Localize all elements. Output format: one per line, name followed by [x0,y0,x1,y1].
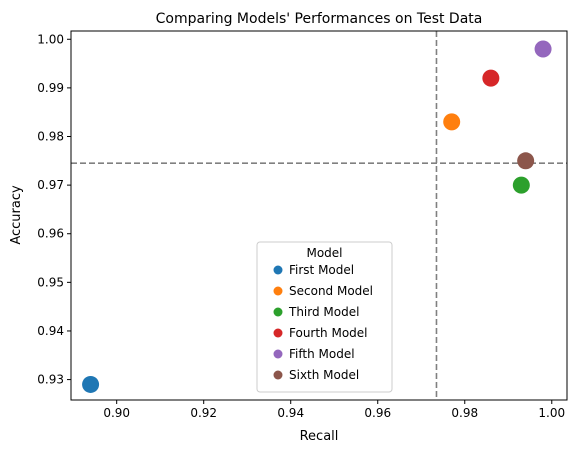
reference-lines [71,31,567,400]
data-point [443,113,461,131]
x-tick-label: 0.94 [277,406,304,420]
y-tick-label: 0.96 [37,227,64,241]
plot-frame [70,30,568,401]
legend-marker [273,265,283,275]
legend-label: Third Model [288,305,359,319]
x-tick-label: 0.98 [451,406,478,420]
data-point [82,375,100,393]
legend-label: Fourth Model [289,326,368,340]
legend-marker [273,307,283,317]
legend-box [256,241,393,393]
y-tick-label: 1.00 [37,32,64,46]
x-tick-label: 0.90 [103,406,130,420]
data-points [82,40,552,393]
legend-label: First Model [289,263,354,277]
legend-marker [273,349,283,359]
x-tick-label: 1.00 [538,406,565,420]
legend-label: Fifth Model [289,347,355,361]
legend-marker [273,286,283,296]
legend-marker [273,370,283,380]
data-point [534,40,552,58]
y-tick-label: 0.94 [37,324,64,338]
legend-marker [273,328,283,338]
y-tick-label: 0.93 [37,373,64,387]
x-axis: 0.90 0.92 0.94 0.96 0.98 1.00 [103,400,565,420]
x-axis-label: Recall [300,429,339,444]
legend-label: Sixth Model [289,368,359,382]
data-point [517,152,535,170]
y-tick-label: 0.98 [37,129,64,143]
y-axis: 0.93 0.94 0.95 0.96 0.97 0.98 0.99 1.00 [37,32,71,387]
chart-title: Comparing Models' Performances on Test D… [156,11,483,27]
y-tick-label: 0.95 [37,275,64,289]
y-tick-label: 0.99 [37,81,64,95]
x-tick-label: 0.96 [364,406,391,420]
legend-label: Second Model [289,284,373,298]
y-tick-label: 0.97 [37,178,64,192]
y-axis-label: Accuracy [9,185,24,245]
data-point [512,176,530,194]
legend-title: Model [306,246,342,260]
data-point [482,69,500,87]
x-tick-label: 0.92 [190,406,217,420]
legend: Model First Model Second Model Third Model… [256,241,393,393]
